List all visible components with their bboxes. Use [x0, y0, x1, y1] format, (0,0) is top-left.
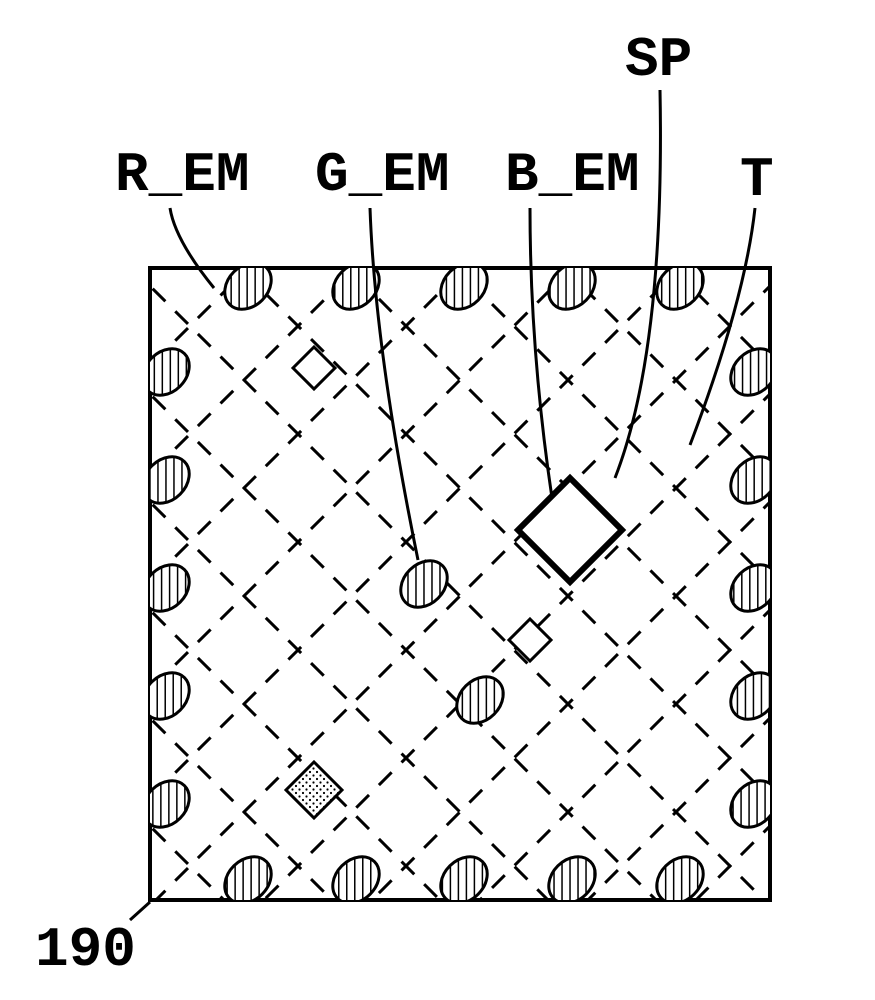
- diagram-stage: SP R_EM G_EM B_EM T 190: [0, 0, 875, 1000]
- pixel-panel: [150, 268, 770, 900]
- label-r_em: R_EM: [115, 143, 249, 207]
- label-b_em: B_EM: [505, 143, 639, 207]
- label-g_em: G_EM: [315, 143, 449, 207]
- label-t: T: [740, 148, 774, 212]
- label-n190: 190: [35, 918, 136, 982]
- label-sp: SP: [625, 28, 692, 92]
